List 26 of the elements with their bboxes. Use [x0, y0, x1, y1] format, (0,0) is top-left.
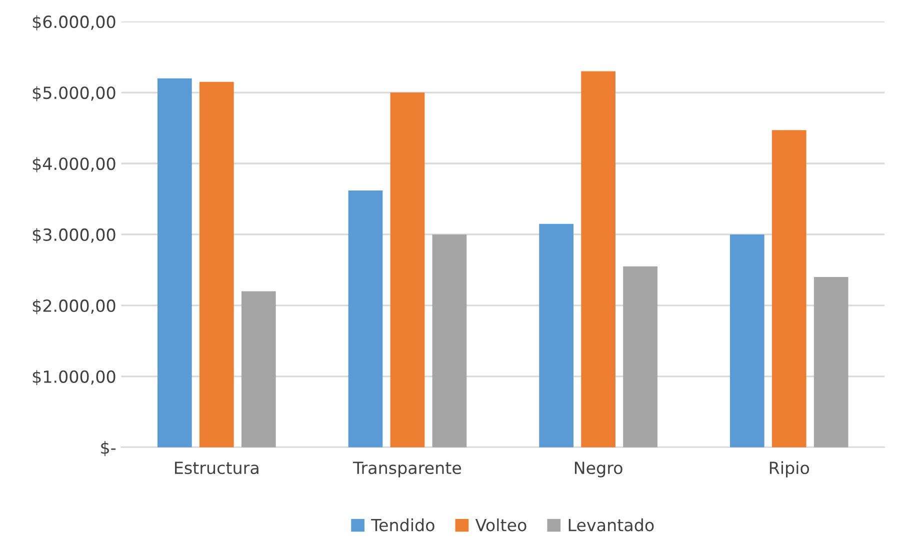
y-tick-label: $3.000,00 — [32, 228, 116, 244]
x-tick-label: Transparente — [352, 462, 462, 478]
x-tick-label: Ripio — [770, 461, 810, 478]
bar — [432, 234, 467, 448]
y-tick-label: $6.000,00 — [32, 15, 116, 30]
bar — [348, 190, 383, 448]
bar — [241, 291, 276, 448]
y-tick-label: $2.000,00 — [32, 299, 116, 314]
y-tick-label: $1.000,00 — [32, 370, 116, 386]
bar — [814, 277, 848, 448]
bar — [581, 71, 616, 448]
bar — [157, 78, 192, 448]
bar — [730, 234, 764, 448]
legend-label: Volteo — [475, 518, 526, 532]
legend-label: Tendido — [371, 518, 434, 532]
bar — [199, 82, 234, 448]
y-tick-label: $4.000,00 — [32, 157, 116, 172]
bar — [623, 266, 658, 448]
bar — [390, 92, 425, 448]
y-tick-label: $5.000,00 — [32, 86, 116, 102]
x-tick-label: Estructura — [175, 462, 258, 474]
y-tick-label: $- — [101, 441, 116, 456]
bar — [772, 130, 806, 448]
bar — [539, 224, 574, 448]
legend-label: Levantado — [568, 518, 654, 532]
x-tick-label: Negro — [574, 462, 622, 478]
